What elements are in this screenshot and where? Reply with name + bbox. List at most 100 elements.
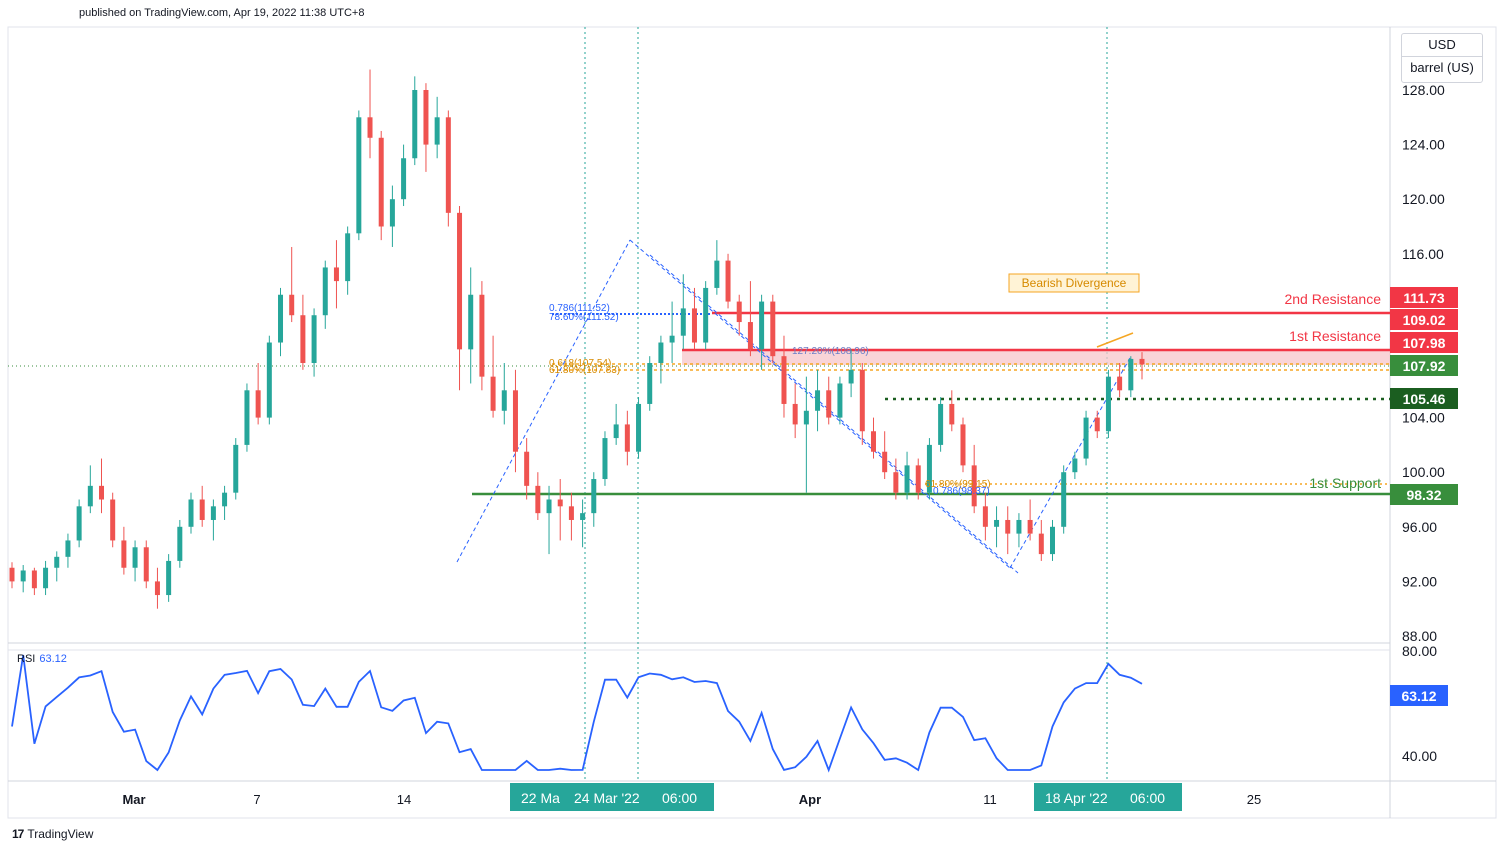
candle-body: [535, 485, 541, 514]
candle-body: [154, 581, 160, 596]
candle-body: [971, 465, 977, 507]
candle-body: [636, 403, 642, 452]
time-label-22-mar: 22 Ma: [521, 790, 560, 806]
y-tick-label: 120.00: [1402, 191, 1445, 207]
candle-body: [1072, 458, 1078, 473]
candle-body: [87, 485, 93, 507]
candle-body: [110, 499, 116, 541]
candle-body: [121, 540, 127, 568]
candle-body: [468, 294, 474, 350]
x-tick-25: 25: [1247, 792, 1261, 807]
trend-line-up-2: [1009, 357, 1131, 569]
candle-body: [826, 390, 832, 418]
rsi-legend-name: RSI: [17, 653, 36, 665]
bearish-divergence-box: [1008, 273, 1140, 293]
published-header: published on TradingView.com, Apr 19, 20…: [79, 7, 365, 19]
candle-body: [1083, 417, 1089, 459]
first-support-label: 1st Support: [1309, 475, 1381, 491]
candle-body: [1005, 519, 1011, 534]
candle-body: [434, 117, 440, 145]
rsi-line: [11, 654, 1143, 773]
candle-body: [278, 294, 284, 343]
candle-body: [770, 301, 776, 357]
candle-body: [524, 451, 530, 486]
candle-body: [658, 342, 664, 363]
fib-label-1272: 127.20%(108.96): [792, 346, 869, 357]
candle-body: [714, 260, 720, 288]
rsi-tick-40: 40.00: [1402, 748, 1437, 764]
fib-label-0786-low: 0.786(98.37): [933, 486, 990, 497]
price-pane-border: [7, 26, 1497, 819]
candle-body: [580, 513, 586, 520]
candle-body: [479, 294, 485, 377]
price-label-badge: [1390, 355, 1458, 376]
candle-body: [926, 444, 932, 493]
candle-body: [9, 567, 15, 582]
candle-body: [333, 267, 339, 282]
candle-body: [311, 315, 317, 363]
time-label-24-mar: 24 Mar '22: [574, 790, 640, 806]
candle-body: [65, 540, 71, 557]
candle-body: [501, 390, 507, 411]
price-labels: 111.73 109.02 107.98 107.92 105.46 98.32: [1390, 287, 1458, 505]
y-tick-label: 124.00: [1402, 137, 1445, 153]
candle-body: [233, 444, 239, 493]
rsi-legend: RSI 63.12: [17, 653, 67, 665]
fib-label-786-pct: 78.60%(111.52): [549, 312, 619, 323]
candle-body: [1016, 519, 1022, 534]
currency-selector[interactable]: USD barrel (US): [1401, 33, 1483, 83]
candle-body: [938, 403, 944, 445]
trend-line-up-1: [456, 239, 631, 563]
candle-body: [859, 369, 865, 432]
candle-body: [322, 267, 328, 316]
fib-label-0618: 0.618(107.54): [549, 358, 611, 369]
rsi-legend-value: 63.12: [39, 653, 67, 665]
price-label-badge: [1390, 332, 1458, 353]
y-tick-label: 96.00: [1402, 519, 1437, 535]
candle-body: [613, 424, 619, 439]
candle-body: [31, 570, 37, 589]
candles-group: [9, 69, 1145, 609]
candle-body: [345, 233, 351, 282]
rsi-value-badge-text: 63.12: [1401, 688, 1436, 704]
candle-body: [557, 499, 563, 507]
candle-body: [132, 547, 138, 568]
candle-body: [882, 451, 888, 473]
candle-body: [602, 438, 608, 480]
candle-body: [54, 556, 60, 568]
candle-body: [591, 479, 597, 514]
candle-body: [546, 499, 552, 514]
time-axis: Mar 7 14 Apr 11 25: [122, 792, 1261, 807]
candle-body: [43, 567, 49, 589]
candle-body: [289, 294, 295, 316]
time-labels: 22 Ma 24 Mar '22 06:00 18 Apr '22 06:00: [521, 790, 1165, 806]
candle-body: [848, 369, 854, 384]
y-tick-label: 88.00: [1402, 628, 1437, 644]
candle-body: [356, 117, 362, 234]
candle-body: [759, 301, 765, 350]
candle-body: [870, 431, 876, 452]
candle-body: [199, 499, 205, 520]
candle-body: [1049, 526, 1055, 555]
candle-body: [915, 465, 921, 493]
candle-body: [803, 410, 809, 425]
candle-body: [1139, 358, 1145, 365]
time-label-bg-left: [510, 783, 714, 811]
currency-measure: barrel (US): [1410, 60, 1474, 75]
price-label-text: 111.73: [1403, 290, 1444, 306]
candle-body: [266, 342, 272, 418]
candle-body: [1027, 519, 1033, 534]
first-resistance-label: 1st Resistance: [1289, 328, 1381, 344]
bearish-divergence-label: Bearish Divergence: [1022, 276, 1127, 290]
time-label-0600-a: 06:00: [662, 790, 697, 806]
candle-body: [1128, 358, 1134, 391]
y-tick-label: 92.00: [1402, 573, 1437, 589]
candle-body: [188, 499, 194, 527]
candle-body: [781, 356, 787, 404]
candle-body: [401, 158, 407, 200]
tradingview-footer[interactable]: 17 TradingView: [12, 827, 93, 841]
candle-body: [1105, 376, 1111, 432]
rsi-value-badge: [1390, 685, 1448, 706]
candle-body: [423, 90, 429, 145]
candle-body: [244, 390, 250, 445]
